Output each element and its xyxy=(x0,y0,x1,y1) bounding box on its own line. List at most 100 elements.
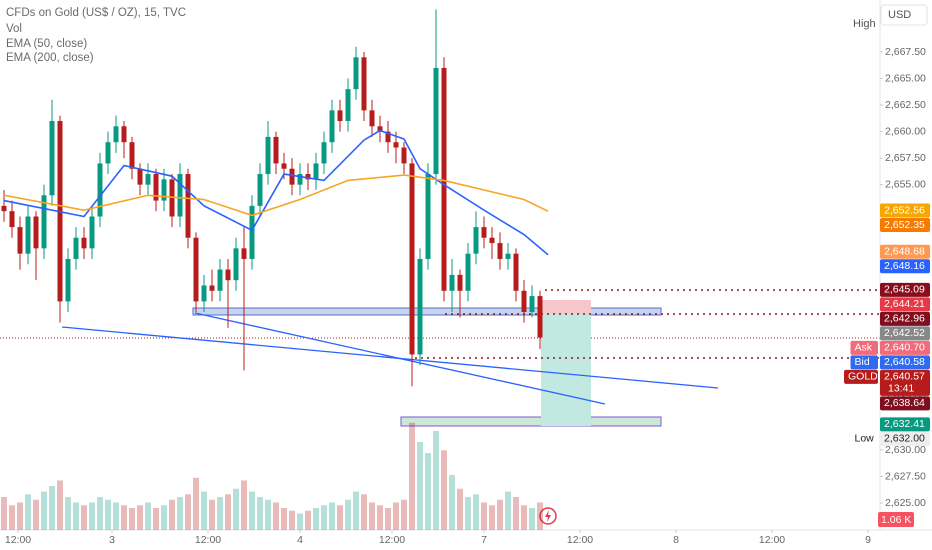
price-badge-label: 2,640.58 xyxy=(884,356,925,368)
price-badge xyxy=(880,340,930,355)
x-tick-label: 4 xyxy=(297,534,303,546)
candle-body xyxy=(513,253,519,291)
price-tag-label: Bid xyxy=(855,356,870,368)
trend-line xyxy=(61,326,719,389)
candle-body xyxy=(481,227,487,238)
volume-bar xyxy=(193,477,199,530)
volume-bar xyxy=(225,494,231,530)
candle-body xyxy=(145,174,151,185)
volume-badge xyxy=(878,512,914,527)
volume-bar xyxy=(73,502,79,530)
volume-bar xyxy=(345,499,351,530)
x-tick-label: 12:00 xyxy=(379,534,405,546)
candle-body xyxy=(257,174,263,206)
stop-zone xyxy=(541,300,591,314)
volume-bar xyxy=(289,510,295,530)
candle-body xyxy=(385,131,391,143)
volume-bar xyxy=(409,422,415,530)
candle-body xyxy=(401,147,407,164)
countdown: 13:41 xyxy=(888,383,914,395)
volume-bar xyxy=(497,499,503,530)
trend-line xyxy=(194,312,606,405)
volume-bar xyxy=(209,499,215,530)
candle-body xyxy=(241,248,247,259)
volume-bar xyxy=(425,453,431,530)
price-tag-label: Ask xyxy=(855,342,873,354)
volume-bar xyxy=(537,502,543,530)
y-tick-label: 2,625.00 xyxy=(885,497,926,509)
candle-body xyxy=(393,142,399,148)
currency-button[interactable] xyxy=(880,4,928,26)
price-badge-label: 2,632.41 xyxy=(884,418,925,430)
zone-box xyxy=(192,307,662,316)
volume-bar xyxy=(481,502,487,530)
candle-body xyxy=(273,136,279,164)
x-tick-label: 12:00 xyxy=(5,534,31,546)
volume-bar xyxy=(313,508,319,530)
volume-bar xyxy=(129,508,135,530)
volume-bar xyxy=(1,497,7,530)
candle-body xyxy=(49,120,55,196)
x-tick-label: 3 xyxy=(109,534,115,546)
volume-bar xyxy=(281,508,287,530)
volume-bar xyxy=(9,505,15,530)
candle-body xyxy=(209,285,215,291)
candle-body xyxy=(161,179,167,201)
volume-bar xyxy=(257,497,263,530)
candle-body xyxy=(217,269,223,291)
ema-line xyxy=(3,129,549,256)
price-tag xyxy=(850,355,878,370)
price-badge xyxy=(880,297,930,312)
x-tick-label: 12:00 xyxy=(759,534,785,546)
price-badge-label: 2,640.57 xyxy=(884,371,925,383)
currency-label: USD xyxy=(888,9,911,21)
volume-bar xyxy=(105,499,111,530)
x-tick-label: 8 xyxy=(673,534,679,546)
volume-bar xyxy=(145,502,151,530)
candle-body xyxy=(305,174,311,180)
candle-body xyxy=(233,248,239,281)
candle-body xyxy=(281,163,287,169)
volume-bar xyxy=(337,505,343,530)
candle-body xyxy=(193,237,199,302)
volume-bar xyxy=(457,488,463,530)
price-tag-label: Low xyxy=(855,433,875,445)
price-badge-label: 2,652.56 xyxy=(884,204,925,216)
price-badge xyxy=(880,369,930,396)
icon-bolt xyxy=(545,510,551,522)
candle-body xyxy=(121,126,127,143)
volume-bar xyxy=(441,450,447,530)
price-tag-label: GOLD xyxy=(848,371,878,383)
price-badge xyxy=(880,396,930,411)
price-badge xyxy=(880,244,930,259)
candle-body xyxy=(177,174,183,217)
candle-body xyxy=(9,211,15,228)
chart-title: CFDs on Gold (US$ / OZ), 15, TVC xyxy=(6,7,186,19)
candle-body xyxy=(489,237,495,244)
legend-item: EMA (50, close) xyxy=(6,38,87,50)
volume-bar xyxy=(297,513,303,530)
volume-bar xyxy=(217,497,223,530)
price-tag xyxy=(850,431,879,447)
volume-bar xyxy=(121,505,127,530)
candle-body xyxy=(25,216,31,254)
candle-body xyxy=(265,136,271,175)
legend-item: Vol xyxy=(6,23,22,35)
lightning-icon[interactable] xyxy=(539,507,557,525)
candle-body xyxy=(185,174,191,238)
volume-bar xyxy=(113,502,119,530)
price-badge xyxy=(880,259,930,274)
candle-body xyxy=(313,163,319,180)
candle-body xyxy=(337,110,343,121)
volume-bar xyxy=(161,505,167,530)
price-badge-label: 2,652.35 xyxy=(884,219,925,231)
candle-body xyxy=(345,89,351,121)
candle-body xyxy=(321,142,327,164)
volume-bar xyxy=(321,505,327,530)
candle-body xyxy=(377,126,383,132)
price-badge xyxy=(880,326,930,341)
ema-line xyxy=(3,174,549,217)
volume-bar xyxy=(41,491,47,530)
volume-bar xyxy=(177,497,183,530)
